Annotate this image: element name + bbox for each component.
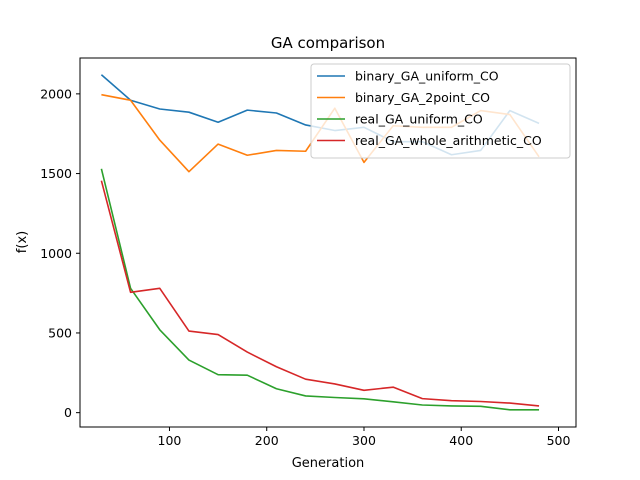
x-tick-label: 300 (352, 433, 376, 448)
y-tick-label: 1500 (40, 166, 72, 181)
series-line-2 (100, 168, 540, 411)
y-axis-label: f(x) (15, 231, 30, 253)
x-tick-label: 500 (547, 433, 571, 448)
legend-label: binary_GA_2point_CO (355, 90, 490, 105)
legend-label: binary_GA_uniform_CO (355, 69, 499, 84)
x-tick-label: 400 (449, 433, 473, 448)
y-tick-label: 500 (48, 325, 72, 340)
x-axis: 100 200 300 400 500 (158, 427, 571, 448)
series-line-3 (100, 180, 540, 407)
legend: binary_GA_uniform_CO binary_GA_2point_COr… (310, 63, 571, 159)
chart-title: GA comparison (271, 34, 385, 52)
plot-frame (79, 57, 577, 428)
y-tick-label: 2000 (40, 86, 72, 101)
legend-label: real_GA_whole_arithmetic_CO (355, 133, 542, 148)
x-tick-label: 100 (158, 433, 182, 448)
y-tick-label: 0 (64, 405, 72, 420)
x-axis-label: Generation (292, 456, 365, 471)
legend-box (310, 63, 571, 159)
legend-label: real_GA_uniform_CO (355, 112, 483, 127)
y-axis: 0 500 1000 1500 2000 (40, 86, 80, 420)
y-tick-label: 1000 (40, 246, 72, 261)
x-tick-label: 200 (255, 433, 279, 448)
